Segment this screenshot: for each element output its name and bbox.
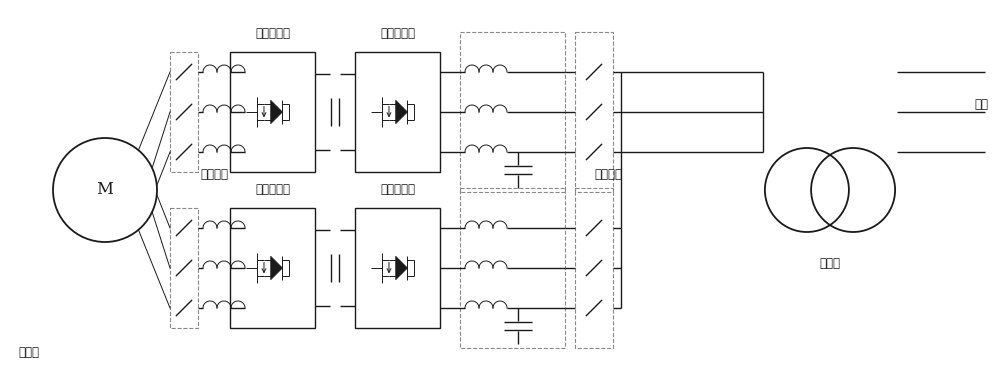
Text: 发电机: 发电机 bbox=[18, 346, 39, 360]
Bar bbox=[460, 188, 565, 348]
Text: 机侧开关: 机侧开关 bbox=[200, 168, 228, 181]
Text: 网侧变流器: 网侧变流器 bbox=[380, 27, 415, 40]
Bar bbox=[170, 208, 198, 328]
Text: 机侧变流器: 机侧变流器 bbox=[255, 27, 290, 40]
Text: 机侧变流器: 机侧变流器 bbox=[255, 183, 290, 196]
Text: 网侧开关: 网侧开关 bbox=[594, 168, 622, 181]
Text: 网侧变流器: 网侧变流器 bbox=[380, 183, 415, 196]
Bar bbox=[170, 52, 198, 172]
Text: 电网: 电网 bbox=[974, 98, 988, 110]
Polygon shape bbox=[396, 256, 407, 280]
Bar bbox=[230, 52, 315, 172]
Bar bbox=[575, 32, 613, 192]
Bar bbox=[460, 32, 565, 192]
Polygon shape bbox=[271, 100, 282, 124]
Polygon shape bbox=[396, 100, 407, 124]
Bar bbox=[355, 52, 440, 172]
Text: M: M bbox=[96, 181, 114, 199]
Bar bbox=[575, 188, 613, 348]
Bar bbox=[230, 208, 315, 328]
Bar bbox=[355, 208, 440, 328]
Polygon shape bbox=[271, 256, 282, 280]
Text: 变压器: 变压器 bbox=[820, 257, 840, 270]
